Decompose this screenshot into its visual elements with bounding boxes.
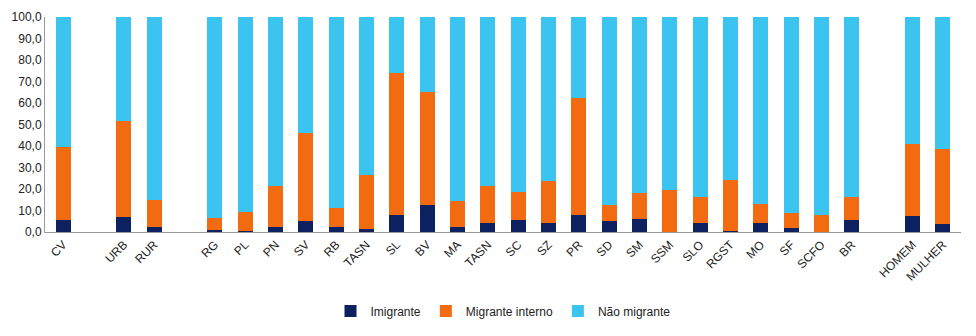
svg-text:70,0: 70,0 [18,75,42,89]
svg-text:Não migrante: Não migrante [598,305,670,319]
svg-text:Migrante interno: Migrante interno [466,305,553,319]
svg-text:RB: RB [321,238,343,260]
svg-text:SLO: SLO [680,238,707,265]
svg-text:CV: CV [48,238,70,260]
svg-text:SF: SF [777,238,798,259]
svg-text:RGST: RGST [703,237,737,271]
svg-text:BV: BV [412,238,433,259]
svg-text:RUR: RUR [132,238,161,267]
svg-text:RG: RG [199,238,222,261]
svg-text:PR: PR [564,238,586,260]
svg-text:PN: PN [260,238,282,260]
svg-text:MO: MO [744,238,768,262]
svg-text:MA: MA [441,238,464,261]
svg-text:BR: BR [836,238,858,260]
svg-text:SD: SD [594,238,616,260]
svg-text:URB: URB [102,238,130,266]
svg-text:60,0: 60,0 [18,96,42,110]
svg-text:PL: PL [231,238,252,259]
svg-text:SL: SL [383,238,404,259]
svg-text:80,0: 80,0 [18,53,42,67]
svg-text:0,0: 0,0 [25,225,42,239]
svg-text:SC: SC [503,238,525,260]
svg-text:40,0: 40,0 [18,139,42,153]
svg-text:SM: SM [623,238,646,261]
svg-text:30,0: 30,0 [18,161,42,175]
svg-text:MULHER: MULHER [903,238,949,284]
svg-text:100,0: 100,0 [12,10,42,24]
svg-text:20,0: 20,0 [18,182,42,196]
svg-text:50,0: 50,0 [18,118,42,132]
svg-text:HOMEM: HOMEM [876,238,918,280]
svg-text:SCFO: SCFO [794,238,827,271]
svg-text:Imigrante: Imigrante [371,305,421,319]
svg-text:10,0: 10,0 [18,204,42,218]
svg-text:SZ: SZ [534,238,555,259]
svg-text:90,0: 90,0 [18,32,42,46]
svg-text:TASN: TASN [341,238,373,270]
svg-text:TASN: TASN [462,238,494,270]
svg-text:SSM: SSM [648,238,676,266]
svg-text:SV: SV [291,238,312,259]
